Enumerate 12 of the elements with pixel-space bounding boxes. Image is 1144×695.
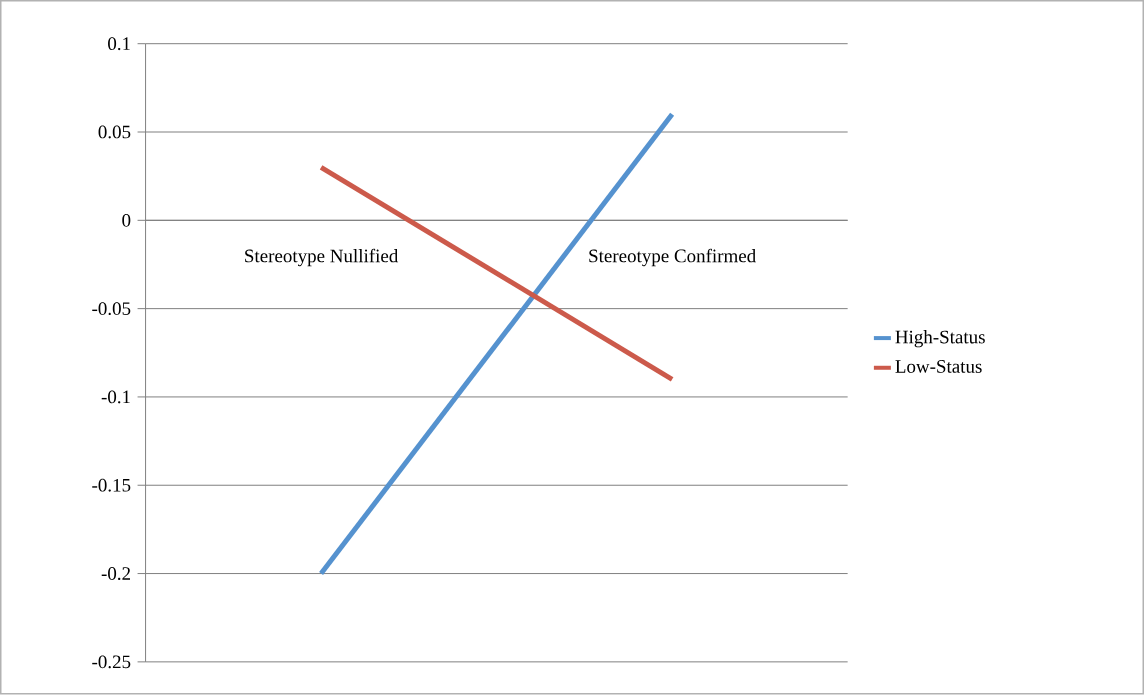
legend-label: Low-Status	[895, 360, 982, 374]
x-tick-label: Stereotype Nullified	[245, 249, 399, 267]
y-tick-label: -0.05	[92, 302, 131, 316]
legend-label: High-Status	[895, 330, 985, 348]
y-tick-label: 0.05	[98, 125, 131, 139]
x-tick-label: Stereotype Confirmed	[589, 249, 756, 267]
y-tick-label: -0.25	[92, 655, 131, 669]
y-tick-label: -0.15	[92, 479, 131, 492]
y-tick-label: 0	[122, 214, 131, 227]
y-tick-label: -0.1	[101, 390, 130, 404]
y-tick-label: -0.2	[101, 567, 131, 581]
y-tick-label: 0.1	[108, 37, 130, 51]
